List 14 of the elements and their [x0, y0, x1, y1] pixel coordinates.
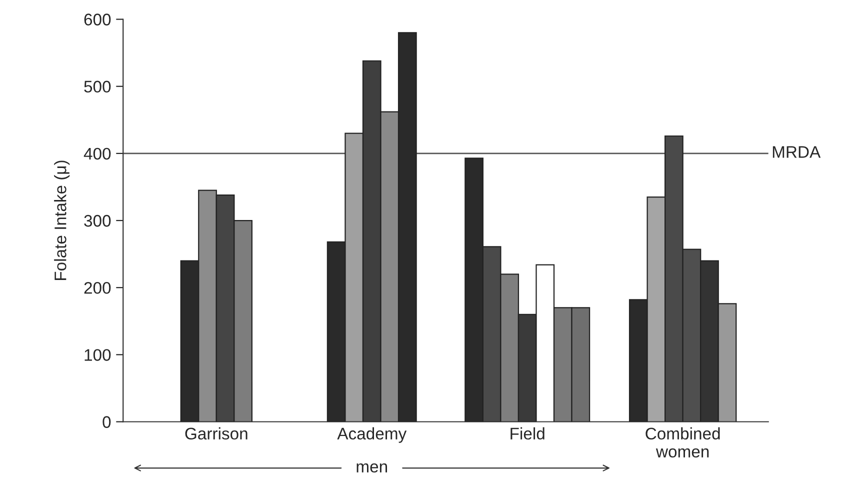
text: men: [356, 463, 388, 473]
y-tick-label: 600: [84, 14, 111, 26]
y-tick-label: 200: [84, 282, 111, 294]
y-tick-label: 300: [84, 214, 111, 227]
x-tick-label: Garrison: [185, 427, 248, 440]
y-axis-title: Folate Intake (μ): [54, 160, 70, 280]
y-tick-label: 400: [84, 148, 111, 160]
y-tick-label: 500: [84, 80, 111, 93]
y-tick-label: 100: [84, 349, 111, 361]
x-tick-label: Field: [510, 427, 544, 440]
x-tick-label: Academy: [337, 427, 407, 443]
ref-line-label: MRDA: [772, 146, 821, 158]
x-tick-label: Combined women: [646, 427, 720, 458]
y-tick-label: 0: [102, 416, 111, 428]
